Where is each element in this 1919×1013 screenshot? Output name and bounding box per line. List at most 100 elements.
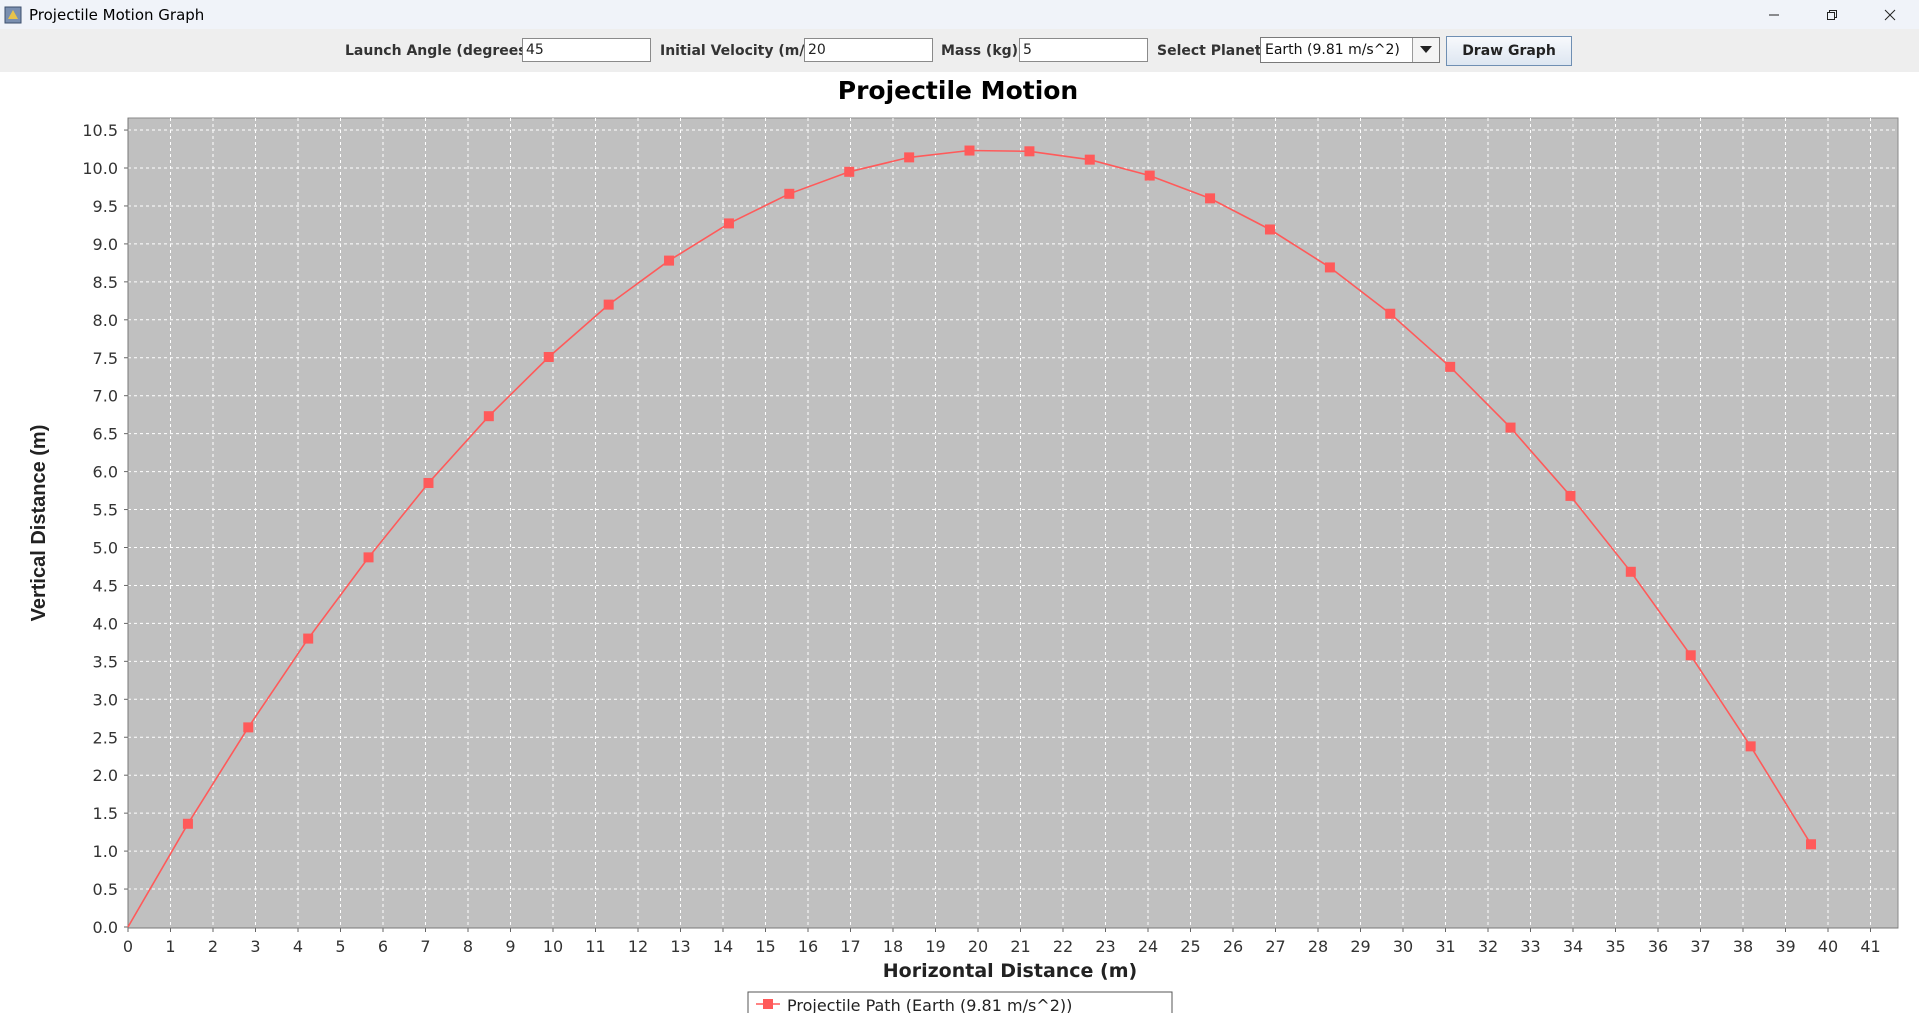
x-tick-label: 19 (925, 937, 945, 956)
x-tick-label: 23 (1095, 937, 1115, 956)
close-icon (1884, 9, 1896, 20)
x-tick-label: 6 (378, 937, 388, 956)
data-point-marker (243, 722, 254, 733)
y-tick-label: 5.5 (93, 501, 118, 520)
data-point-marker (844, 166, 855, 177)
x-tick-label: 34 (1563, 937, 1583, 956)
launch-angle-label: Launch Angle (degrees): (345, 43, 539, 59)
x-tick-label: 13 (670, 937, 690, 956)
x-tick-label: 28 (1308, 937, 1328, 956)
initial-velocity-label: Initial Velocity (m/s): (660, 43, 825, 59)
data-point-marker (423, 477, 434, 488)
y-tick-label: 10.5 (82, 121, 118, 140)
java-app-icon (3, 5, 23, 25)
x-tick-label: 40 (1818, 937, 1838, 956)
x-tick-label: 20 (968, 937, 988, 956)
draw-graph-button[interactable]: Draw Graph (1446, 36, 1572, 66)
data-point-marker (543, 351, 554, 362)
x-tick-label: 16 (798, 937, 818, 956)
data-point-marker (603, 299, 614, 310)
y-tick-label: 5.0 (93, 539, 118, 558)
x-tick-label: 2 (208, 937, 218, 956)
window-title: Projectile Motion Graph (29, 5, 205, 24)
data-point-marker (1806, 839, 1816, 850)
x-tick-label: 29 (1350, 937, 1370, 956)
minimize-button[interactable] (1745, 0, 1803, 29)
x-tick-label: 32 (1478, 937, 1498, 956)
planet-select[interactable]: Earth (9.81 m/s^2) (1260, 37, 1440, 63)
data-point-marker (363, 552, 374, 563)
data-point-marker (904, 152, 915, 163)
launch-angle-input[interactable] (522, 38, 651, 62)
x-tick-label: 4 (293, 937, 303, 956)
x-axis-title: Horizontal Distance (m) (883, 960, 1137, 982)
y-tick-label: 4.0 (93, 614, 118, 633)
minimize-icon (1769, 14, 1779, 15)
data-point-marker (1084, 154, 1095, 165)
initial-velocity-input[interactable] (804, 38, 933, 62)
legend-marker (763, 999, 773, 1009)
data-point-marker (1445, 361, 1456, 372)
mass-label: Mass (kg): (941, 43, 1024, 59)
x-tick-label: 39 (1775, 937, 1795, 956)
x-tick-label: 36 (1648, 937, 1668, 956)
plot-area (127, 117, 1899, 929)
data-point-marker (1324, 262, 1335, 273)
chart-title: Projectile Motion (838, 76, 1078, 105)
input-toolbar: Launch Angle (degrees): Initial Velocity… (0, 29, 1919, 72)
x-tick-label: 27 (1265, 937, 1285, 956)
y-tick-label: 1.0 (93, 842, 118, 861)
x-tick-label: 12 (628, 937, 648, 956)
x-tick-label: 10 (543, 937, 563, 956)
x-tick-label: 17 (840, 937, 860, 956)
y-tick-label: 9.0 (93, 235, 118, 254)
dropdown-arrow-icon[interactable] (1412, 38, 1439, 62)
x-tick-label: 8 (463, 937, 473, 956)
x-tick-label: 1 (165, 937, 175, 956)
x-tick-label: 30 (1393, 937, 1413, 956)
data-point-marker (1205, 193, 1216, 204)
chart-grid (128, 118, 1898, 928)
title-bar: Projectile Motion Graph (0, 0, 1919, 29)
legend-series-label: Projectile Path (Earth (9.81 m/s^2)) (787, 996, 1072, 1013)
x-tick-label: 37 (1690, 937, 1710, 956)
x-tick-label: 15 (755, 937, 775, 956)
x-tick-label: 26 (1223, 937, 1243, 956)
y-tick-label: 8.5 (93, 273, 118, 292)
y-tick-label: 6.0 (93, 463, 118, 482)
close-button[interactable] (1861, 0, 1919, 29)
select-planet-label: Select Planet: (1157, 43, 1267, 59)
y-tick-label: 10.0 (82, 159, 118, 178)
y-tick-label: 2.5 (93, 728, 118, 747)
x-tick-label: 38 (1733, 937, 1753, 956)
x-tick-label: 25 (1180, 937, 1200, 956)
x-tick-label: 3 (250, 937, 260, 956)
data-point-marker (1144, 170, 1155, 181)
x-tick-label: 21 (1010, 937, 1030, 956)
y-tick-label: 3.0 (93, 690, 118, 709)
x-tick-label: 18 (883, 937, 903, 956)
y-tick-label: 7.0 (93, 387, 118, 406)
x-tick-label: 41 (1860, 937, 1880, 956)
planet-select-value: Earth (9.81 m/s^2) (1265, 42, 1400, 58)
y-tick-label: 8.0 (93, 311, 118, 330)
data-point-marker (1264, 224, 1275, 235)
y-tick-label: 9.5 (93, 197, 118, 216)
data-point-marker (664, 255, 675, 266)
data-point-marker (1565, 490, 1576, 501)
y-tick-label: 1.5 (93, 804, 118, 823)
chart-axes: 0 1 2 3 4 5 6 7 8 9 10 11 12 13 14 15 16 17 18 19 20 21 22 23 24… (82, 118, 1898, 956)
data-point-marker (1505, 422, 1516, 433)
mass-input[interactable] (1019, 38, 1148, 62)
restore-button[interactable] (1803, 0, 1861, 29)
data-point-marker (1385, 308, 1396, 319)
x-tick-label: 22 (1053, 937, 1073, 956)
data-point-marker (1625, 566, 1636, 577)
data-point-marker (784, 188, 795, 199)
x-tick-label: 31 (1435, 937, 1455, 956)
y-tick-label: 0.0 (93, 918, 118, 937)
data-point-marker (483, 411, 494, 422)
x-tick-label: 7 (420, 937, 430, 956)
data-point-marker (182, 818, 193, 829)
y-tick-label: 0.5 (93, 880, 118, 899)
